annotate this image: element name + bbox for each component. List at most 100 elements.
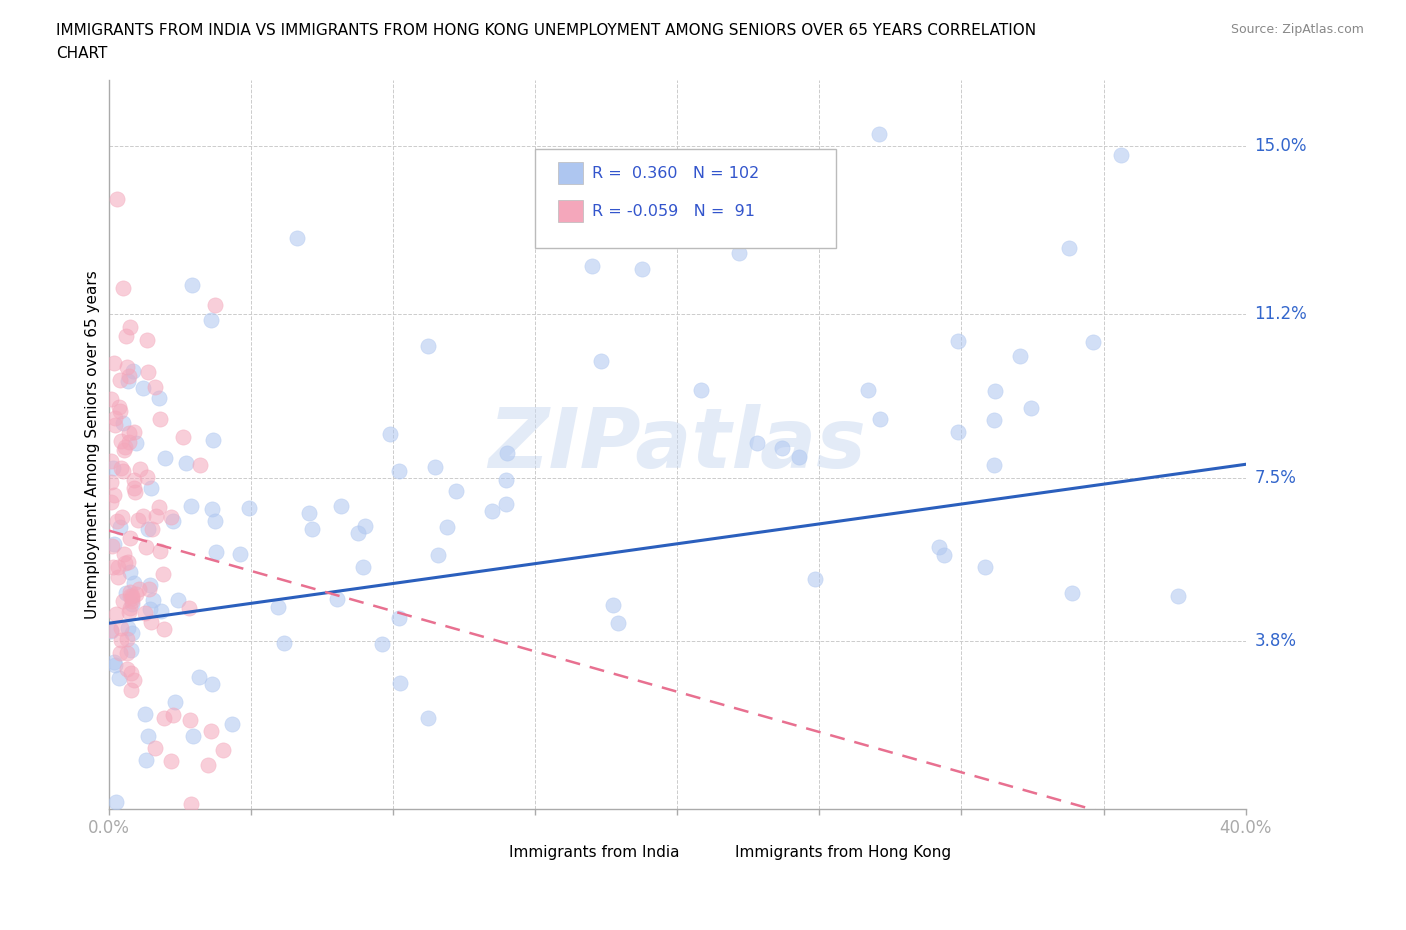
Point: [436, 520, 458, 535]
Point: [104, 418, 127, 432]
Point: [120, 666, 142, 681]
Point: [856, 383, 879, 398]
Point: [122, 481, 145, 496]
Point: [273, 636, 295, 651]
Point: [149, 543, 172, 558]
Point: [135, 539, 157, 554]
Point: [160, 753, 183, 768]
Point: [176, 456, 198, 471]
Point: [117, 360, 139, 375]
FancyBboxPatch shape: [482, 844, 502, 862]
Point: [136, 522, 159, 537]
Point: [121, 589, 143, 604]
Point: [103, 356, 125, 371]
Point: [187, 670, 209, 684]
Point: [115, 645, 138, 660]
FancyBboxPatch shape: [707, 844, 728, 862]
Point: [139, 602, 162, 617]
Point: [103, 537, 125, 551]
Point: [162, 707, 184, 722]
Point: [139, 481, 162, 496]
Point: [145, 509, 167, 524]
Point: [118, 604, 141, 619]
Point: [132, 508, 155, 523]
Point: [200, 312, 222, 327]
Point: [298, 505, 321, 520]
Point: [112, 416, 135, 431]
Point: [135, 752, 157, 767]
Point: [122, 472, 145, 487]
Point: [152, 566, 174, 581]
Point: [200, 724, 222, 738]
Point: [285, 231, 308, 246]
Point: [114, 585, 136, 600]
Point: [370, 637, 392, 652]
Point: [179, 601, 201, 616]
Point: [1167, 589, 1189, 604]
Point: [591, 354, 613, 369]
Point: [141, 522, 163, 537]
Point: [131, 380, 153, 395]
FancyBboxPatch shape: [536, 150, 837, 247]
Point: [129, 462, 152, 477]
Point: [120, 683, 142, 698]
Point: [122, 576, 145, 591]
Text: Immigrants from India: Immigrants from India: [509, 845, 679, 860]
Point: [111, 280, 134, 295]
Point: [188, 458, 211, 472]
Text: ZIPatlas: ZIPatlas: [488, 404, 866, 485]
Point: [152, 621, 174, 636]
Point: [602, 597, 624, 612]
Point: [205, 544, 228, 559]
Point: [104, 411, 127, 426]
Point: [172, 430, 194, 445]
Point: [136, 333, 159, 348]
Point: [352, 560, 374, 575]
Point: [983, 384, 1005, 399]
Point: [103, 655, 125, 670]
Text: Immigrants from Hong Kong: Immigrants from Hong Kong: [735, 845, 952, 860]
Point: [496, 445, 519, 460]
Point: [212, 742, 235, 757]
Point: [495, 497, 517, 512]
Point: [928, 539, 950, 554]
Point: [118, 320, 141, 335]
Point: [948, 334, 970, 349]
Point: [134, 605, 156, 620]
Point: [110, 460, 132, 475]
Point: [127, 512, 149, 527]
Point: [110, 620, 132, 635]
Point: [1059, 241, 1081, 256]
Point: [416, 711, 439, 725]
Point: [111, 464, 134, 479]
Point: [388, 611, 411, 626]
Point: [1010, 349, 1032, 364]
Point: [124, 485, 146, 499]
Point: [204, 297, 226, 312]
Point: [107, 560, 129, 575]
Point: [228, 547, 250, 562]
Point: [181, 729, 204, 744]
Point: [100, 454, 122, 469]
Point: [495, 472, 517, 487]
Point: [869, 412, 891, 427]
Text: R = -0.059   N =  91: R = -0.059 N = 91: [592, 204, 755, 219]
Point: [197, 758, 219, 773]
Point: [118, 530, 141, 545]
Point: [181, 277, 204, 292]
Point: [416, 339, 439, 354]
Point: [179, 712, 201, 727]
Point: [153, 451, 176, 466]
Point: [100, 622, 122, 637]
Point: [238, 500, 260, 515]
Text: 15.0%: 15.0%: [1254, 138, 1306, 155]
Point: [112, 443, 135, 458]
Point: [163, 695, 186, 710]
Point: [105, 606, 128, 621]
Point: [201, 501, 224, 516]
Point: [110, 632, 132, 647]
Point: [138, 581, 160, 596]
Point: [103, 487, 125, 502]
Point: [118, 435, 141, 450]
Point: [117, 620, 139, 635]
